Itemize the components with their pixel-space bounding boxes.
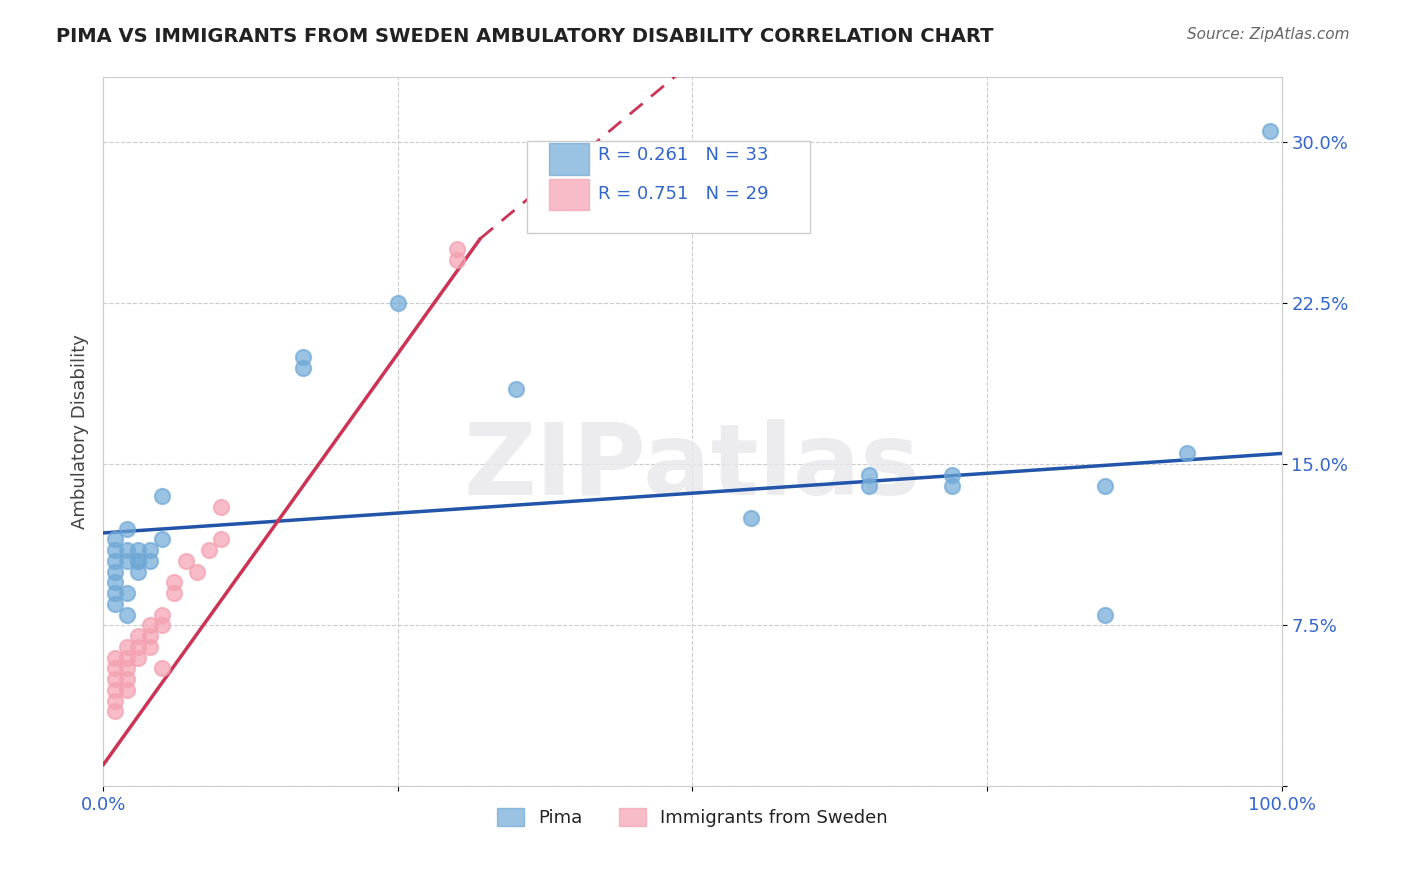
Point <box>115 586 138 600</box>
Point <box>941 478 963 492</box>
Point <box>127 650 149 665</box>
Point <box>127 554 149 568</box>
Point <box>505 382 527 396</box>
Point <box>104 661 127 675</box>
Point <box>104 543 127 558</box>
Point <box>858 467 880 482</box>
Point <box>104 704 127 718</box>
Text: R = 0.261   N = 33: R = 0.261 N = 33 <box>598 146 769 164</box>
Point <box>198 543 221 558</box>
Point <box>292 360 315 375</box>
Point <box>115 607 138 622</box>
FancyBboxPatch shape <box>548 144 589 175</box>
Point <box>150 490 173 504</box>
Point <box>115 554 138 568</box>
Point <box>127 565 149 579</box>
Point <box>150 661 173 675</box>
Point <box>104 672 127 686</box>
Point <box>104 554 127 568</box>
Point <box>163 586 186 600</box>
Point <box>174 554 197 568</box>
Point <box>115 522 138 536</box>
Point <box>104 586 127 600</box>
Point <box>115 682 138 697</box>
Text: R = 0.751   N = 29: R = 0.751 N = 29 <box>598 186 769 203</box>
Point <box>1177 446 1199 460</box>
Point <box>104 575 127 590</box>
Point <box>150 533 173 547</box>
Point <box>446 253 468 268</box>
Point <box>115 661 138 675</box>
Point <box>139 629 162 643</box>
Point <box>292 350 315 364</box>
Point <box>858 478 880 492</box>
FancyBboxPatch shape <box>527 141 810 234</box>
Point <box>127 554 149 568</box>
Point <box>104 693 127 707</box>
Point <box>115 543 138 558</box>
Point <box>387 296 409 310</box>
Point <box>139 543 162 558</box>
Text: PIMA VS IMMIGRANTS FROM SWEDEN AMBULATORY DISABILITY CORRELATION CHART: PIMA VS IMMIGRANTS FROM SWEDEN AMBULATOR… <box>56 27 994 45</box>
Point <box>104 597 127 611</box>
Point <box>446 243 468 257</box>
Point <box>104 533 127 547</box>
Point <box>127 543 149 558</box>
Point <box>115 650 138 665</box>
Point <box>150 607 173 622</box>
Point <box>104 650 127 665</box>
Point <box>941 467 963 482</box>
Point <box>104 565 127 579</box>
Point <box>127 640 149 654</box>
FancyBboxPatch shape <box>548 178 589 210</box>
Point <box>150 618 173 632</box>
Point <box>127 629 149 643</box>
Point <box>139 640 162 654</box>
Text: ZIPatlas: ZIPatlas <box>464 419 921 516</box>
Point <box>740 511 762 525</box>
Point <box>1258 124 1281 138</box>
Legend: Pima, Immigrants from Sweden: Pima, Immigrants from Sweden <box>489 800 896 834</box>
Point <box>1094 478 1116 492</box>
Text: Source: ZipAtlas.com: Source: ZipAtlas.com <box>1187 27 1350 42</box>
Point <box>139 554 162 568</box>
Point <box>115 672 138 686</box>
Point <box>115 640 138 654</box>
Point <box>209 500 232 515</box>
Point <box>139 618 162 632</box>
Point <box>1094 607 1116 622</box>
Point <box>163 575 186 590</box>
Point <box>209 533 232 547</box>
Y-axis label: Ambulatory Disability: Ambulatory Disability <box>72 334 89 529</box>
Point <box>186 565 208 579</box>
Point <box>104 682 127 697</box>
